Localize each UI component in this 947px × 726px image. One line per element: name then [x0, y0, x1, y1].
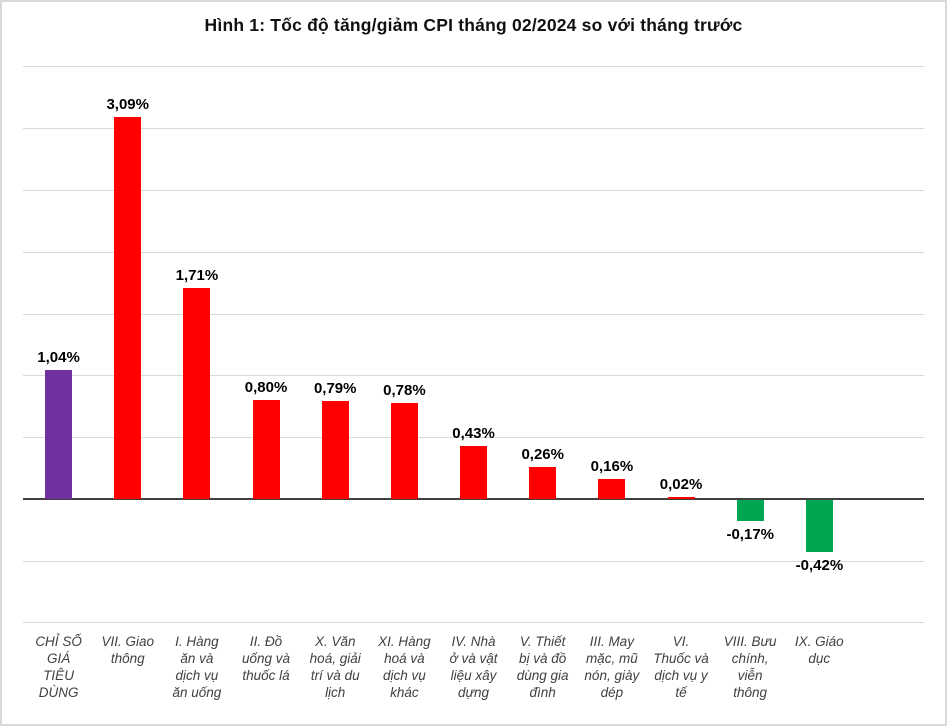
- bar-12: [805, 500, 833, 553]
- x-axis-zero-line: [23, 498, 924, 501]
- bar-value-label-7: 0,43%: [452, 424, 495, 442]
- bar-6: [390, 402, 418, 500]
- category-axis: CHỈ SỐ GIÁ TIÊU DÙNG VII. Giao thông I. Hà…: [24, 633, 854, 701]
- bar-value-label-3: 1,71%: [175, 266, 219, 284]
- bar-value-label-4: 0,80%: [244, 379, 288, 397]
- bar-7: [460, 445, 488, 500]
- category-label-10: VI. Thuốc và dịch vụ y tế: [653, 634, 709, 700]
- gridline-2.5: [23, 189, 924, 191]
- bar-8: [529, 467, 557, 500]
- category-label-5: X. Văn hoá, giải trí và du lịch: [309, 634, 361, 700]
- bar-value-label-2: 3,09%: [106, 95, 149, 113]
- gridline-1: [23, 375, 924, 377]
- chart-title: Hình 1: Tốc độ tăng/giảm CPI tháng 02/20…: [204, 15, 743, 35]
- category-label-8: V. Thiết bị và đồ dùng gia đình: [516, 634, 569, 700]
- bar-1: [45, 370, 73, 500]
- bar-value-label-10: 0,02%: [659, 475, 703, 493]
- gridline-2: [23, 251, 924, 253]
- bar-value-label-9: 0,16%: [590, 458, 634, 476]
- bar-value-label-6: 0,78%: [383, 381, 426, 399]
- bar-value-label-11: -0,17%: [726, 526, 774, 544]
- gridline-3: [23, 127, 924, 129]
- bar-4: [252, 400, 280, 500]
- gridline-1.5: [23, 313, 924, 315]
- bar-5: [321, 401, 349, 500]
- category-label-4: II. Đồ uống và thuốc lá: [242, 634, 291, 683]
- bar-11: [736, 500, 764, 522]
- bar-10: [667, 496, 695, 500]
- plot-area: 1,04% 3,09% 1,71% 0,80% 0,79% 0,78% 0,43% 0,26%…: [23, 66, 924, 623]
- bar-9: [598, 479, 626, 500]
- category-label-11: VIII. Bưu chính, viễn thông: [723, 634, 777, 700]
- bar-2: [114, 116, 142, 500]
- gridline--0.5: [23, 561, 924, 563]
- bar-value-label-8: 0,26%: [521, 446, 564, 464]
- category-label-3: I. Hàng ăn và dịch vụ ăn uống: [172, 634, 222, 700]
- category-label-6: XI. Hàng hoá và dịch vụ khác: [378, 634, 431, 700]
- category-label-2: VII. Giao thông: [101, 634, 154, 666]
- bar-value-label-5: 0,79%: [313, 380, 357, 398]
- category-label-1: CHỈ SỐ GIÁ TIÊU DÙNG: [35, 634, 82, 700]
- category-label-12: IX. Giáo dục: [794, 634, 844, 666]
- category-label-7: IV. Nhà ở và vật liệu xây dựng: [449, 634, 498, 700]
- gridline--1: [23, 622, 924, 623]
- gridline-0.5: [23, 437, 924, 439]
- gridline-3.5: [23, 66, 924, 67]
- bar-value-label-12: -0,42%: [795, 557, 844, 575]
- bar-3: [183, 287, 211, 500]
- category-label-9: III. May mặc, mũ nón, giày dép: [584, 634, 640, 700]
- bar-value-label-1: 1,04%: [37, 349, 80, 367]
